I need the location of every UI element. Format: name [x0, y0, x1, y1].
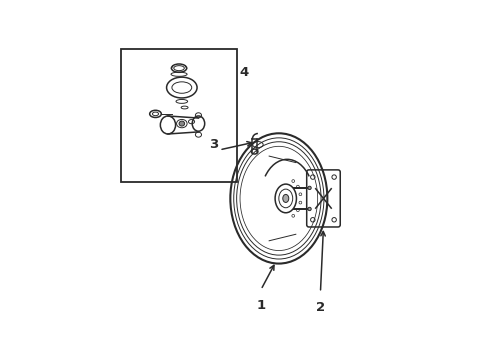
Text: 2: 2 — [316, 301, 325, 314]
Circle shape — [308, 207, 311, 211]
Text: 1: 1 — [256, 299, 266, 312]
Bar — [121, 49, 237, 182]
Circle shape — [308, 186, 311, 190]
Ellipse shape — [283, 194, 289, 202]
Text: 4: 4 — [240, 66, 249, 79]
Text: 3: 3 — [209, 138, 219, 151]
Ellipse shape — [179, 121, 185, 126]
